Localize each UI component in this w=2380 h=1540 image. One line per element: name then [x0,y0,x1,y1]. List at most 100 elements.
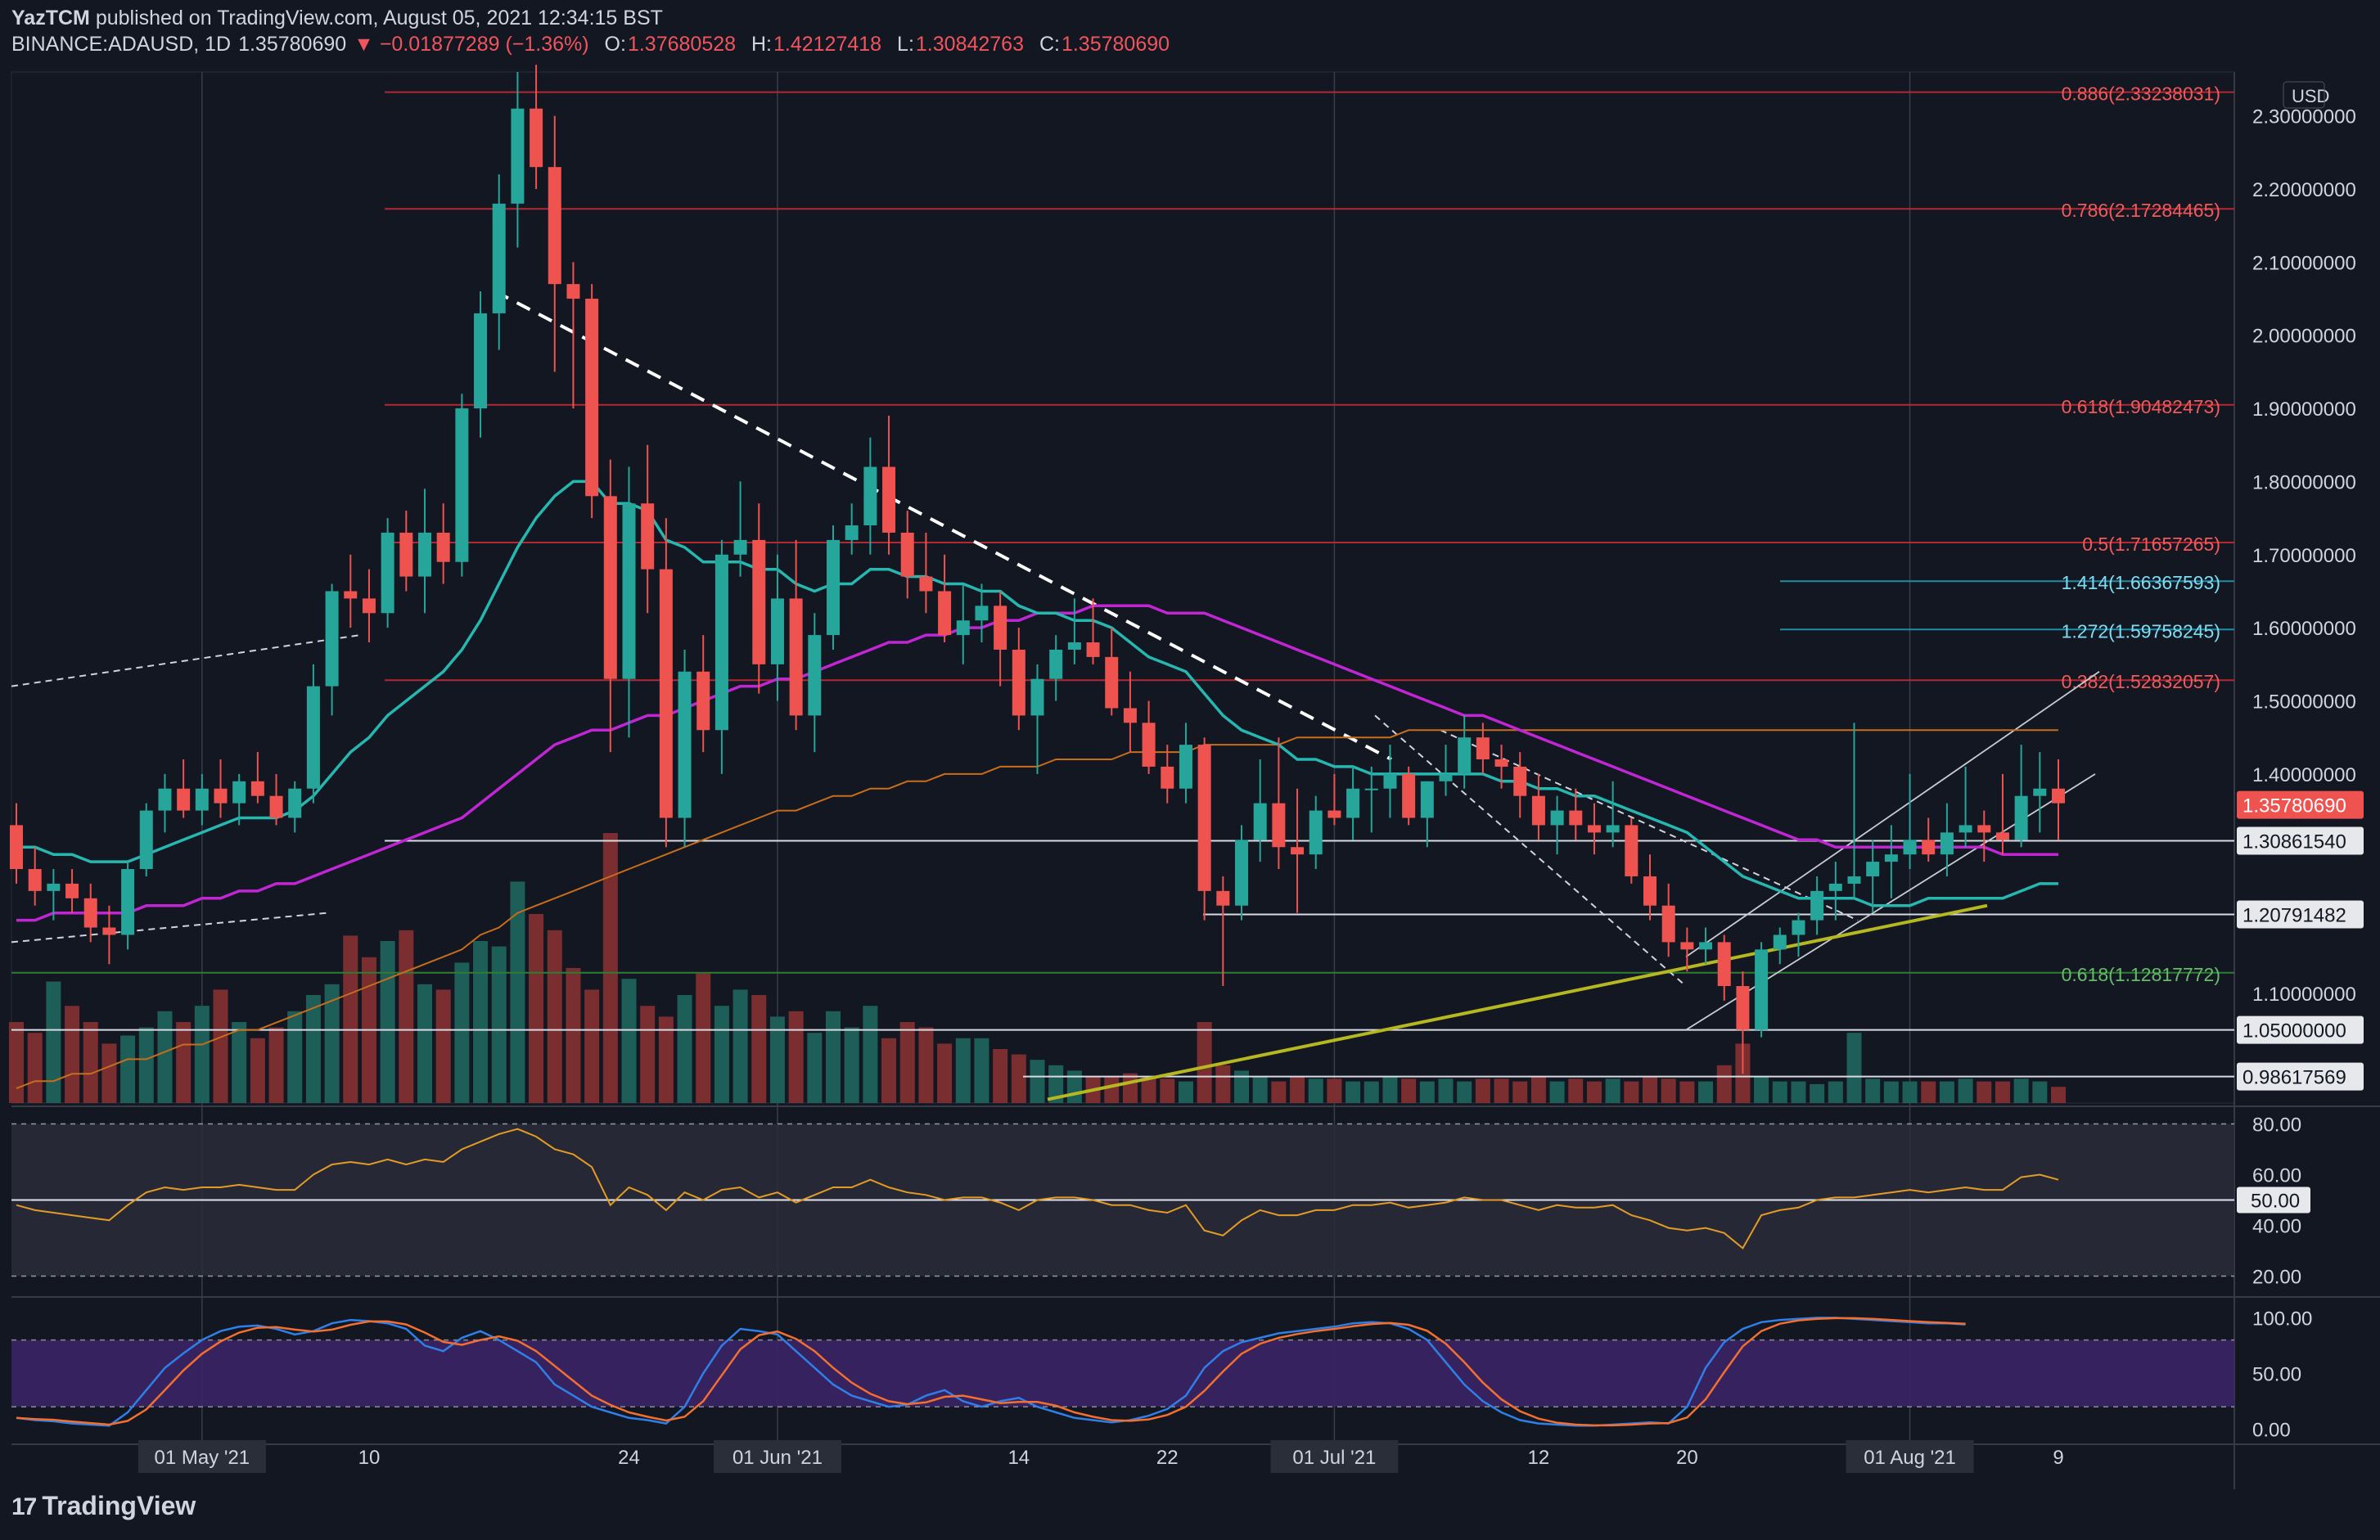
candle-body [455,408,469,562]
rsi-tick-label: 60.00 [2252,1165,2301,1187]
candle-body [306,686,320,789]
volume-bar [232,1022,247,1103]
fib-level-label: 0.618(1.90482473) [2062,396,2220,417]
candle-body [1030,678,1044,716]
candle [344,554,358,628]
rsi-tick-label: 20.00 [2252,1267,2301,1289]
candle [1977,810,1991,862]
candle [622,466,636,738]
volume-bar [9,1022,24,1103]
volume-bar [1605,1078,1620,1103]
volume-bar [1475,1078,1490,1103]
volume-bar [417,984,432,1103]
price-tick-label: 2.10000000 [2252,252,2356,274]
volume-bar [1290,1076,1305,1103]
candle [770,554,784,701]
candle [418,489,431,614]
volume-bar [807,1033,823,1103]
high-label: H: [751,33,772,56]
candle-body [1309,810,1323,855]
candle [121,862,135,950]
author[interactable]: YazTCM [11,7,90,29]
falling-channel-line [1440,729,1859,921]
candle-body [474,313,488,409]
candle-body [83,898,97,928]
candle [863,437,877,555]
volume-bar [1234,1070,1249,1103]
candle [919,532,933,614]
candle-body [956,620,970,636]
tradingview-logo[interactable]: 17 TradingView [11,1491,196,1521]
candle-body [399,532,413,577]
candle [956,583,970,664]
candle-body [1476,737,1490,759]
candle [1569,788,1583,840]
fib-level-label: 0.5(1.71657265) [2082,534,2220,555]
candle [1699,927,1713,965]
volume-bar [1995,1081,2010,1103]
candle [306,664,320,804]
time-axis-label: 01 Aug '21 [1864,1447,1956,1469]
candle-body [1828,883,1842,891]
volume-bar [769,1016,785,1103]
candle [158,773,172,833]
candle [269,773,283,826]
candle-body [1197,745,1211,891]
candle-body [418,532,431,577]
candle [714,539,728,774]
volume-bar [1810,1083,1825,1103]
time-axis-label: 12 [1528,1447,1550,1469]
candle [2014,745,2028,848]
candle-body [1773,934,1787,950]
symbol-label[interactable]: BINANCE:ADAUSD, 1D [11,33,232,56]
candle-body [1291,847,1305,855]
candle-body [1569,810,1583,826]
volume-bar [621,979,637,1103]
candle-body [436,532,450,562]
candle-body [1884,854,1898,862]
volume-bar [1122,1073,1138,1103]
candle [994,591,1007,687]
candle-body [1402,773,1416,818]
candle-body [1736,986,1750,1030]
price-tick-label: 1.90000000 [2252,399,2356,421]
candle [1680,927,1694,972]
volume-bar [1958,1078,1973,1103]
last-price: 1.35780690 [238,33,347,56]
volume-bar [826,1011,841,1103]
volume-bar [1104,1076,1120,1103]
candle [1810,876,1824,935]
candle-body [882,466,896,533]
volume-bar [473,941,489,1103]
price-tag-box [2237,900,2364,929]
price-tick-label: 1.50000000 [2252,691,2356,714]
candle [1383,745,1397,818]
fib-level-label: 1.414(1.66367593) [2062,572,2220,593]
candle [177,759,191,818]
candle-body [1866,862,1880,876]
high-value: 1.42127418 [773,33,882,56]
volume-bar [2013,1078,2029,1103]
candle [566,262,580,409]
change-value: −0.01877289 (−1.36%) [379,33,589,56]
candle [232,773,246,826]
candle [882,416,896,555]
candle [1494,745,1508,789]
volume-bar [1791,1081,1806,1103]
candle-body [975,606,989,621]
candle [585,284,599,519]
volume-bar [268,1027,284,1103]
volume-bar [510,881,525,1103]
candle-body [1606,825,1620,833]
candle-body [28,869,42,891]
candle-body [1327,810,1341,818]
candle [511,72,525,248]
candle-body [1142,723,1156,767]
fib-level-label: 0.786(2.17284465) [2062,200,2220,221]
volume-bar [1698,1081,1714,1103]
time-axis-label: 10 [358,1447,381,1469]
candle [1123,671,1137,753]
volume-bar [1772,1081,1787,1103]
time-axis-label: 24 [618,1447,640,1469]
